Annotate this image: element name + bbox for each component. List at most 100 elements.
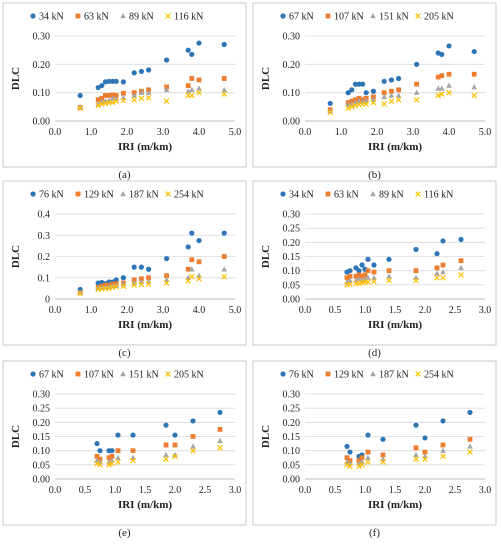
data-point-x (196, 89, 202, 96)
legend-label: 107 kN (334, 12, 364, 23)
data-point-x (348, 104, 355, 110)
data-point-x (395, 96, 402, 103)
legend-label: 67 kN (39, 370, 64, 381)
data-point-square (106, 455, 112, 461)
data-point-square (359, 273, 365, 279)
data-point-square (359, 455, 365, 461)
data-point-square (344, 275, 350, 281)
y-axis-title: DLC (260, 67, 272, 90)
legend-label: 107 kN (84, 370, 114, 381)
data-point-x (163, 456, 169, 462)
data-point-x (221, 273, 228, 280)
data-point-circle (414, 61, 420, 67)
data-point-circle (30, 371, 36, 377)
data-point-square (172, 442, 178, 448)
data-point-square (440, 442, 446, 448)
data-point-circle (280, 13, 286, 19)
data-point-square (221, 76, 227, 81)
y-tick-label: 0.10 (283, 88, 301, 99)
data-point-circle (130, 432, 136, 438)
data-point-square (113, 93, 119, 98)
data-point-triangle (327, 108, 333, 114)
data-point-square (190, 434, 196, 439)
data-point-circle (413, 422, 419, 428)
x-axis-title: IRI (m/km) (368, 499, 422, 511)
data-point-circle (113, 78, 119, 84)
data-point-circle (434, 251, 440, 257)
data-point-circle (467, 409, 473, 416)
y-tick-label: 0.25 (283, 224, 301, 235)
data-point-x (165, 191, 171, 197)
data-point-circle (120, 79, 126, 85)
x-tick-label: 0.5 (329, 305, 342, 316)
legend-label: 67 kN (289, 12, 314, 23)
data-point-circle (440, 238, 446, 244)
data-point-x (434, 274, 440, 281)
data-point-square (347, 273, 353, 279)
chart-panel-b: 67 kN 107 kN 151 kN 205 kN 0.00 0.10 0.20 0.30 0… (252, 2, 497, 181)
data-point-circle (185, 244, 191, 250)
legend-label: 63 kN (334, 190, 359, 201)
data-point-square (434, 265, 440, 271)
data-point-circle (97, 448, 103, 454)
data-point-square (94, 453, 100, 459)
data-point-x (327, 109, 334, 116)
data-point-square (115, 448, 121, 454)
data-point-triangle (95, 101, 101, 107)
data-point-circle (344, 443, 350, 450)
series-34-kn (77, 40, 227, 99)
data-point-square (458, 258, 464, 264)
data-point-circle (190, 418, 196, 424)
x-tick-label: 3.0 (407, 127, 420, 138)
y-axis-title: DLC (260, 425, 272, 448)
legend-label: 254 kN (424, 370, 454, 381)
data-point-circle (94, 440, 100, 447)
data-point-x (221, 91, 228, 97)
data-point-square (196, 259, 202, 265)
data-point-triangle (381, 93, 387, 100)
legend-label: 116 kN (424, 190, 453, 201)
data-point-x (190, 447, 196, 454)
data-point-x (77, 290, 84, 297)
data-point-triangle (370, 13, 376, 19)
data-point-x (446, 89, 452, 96)
y-tick-label: 0.15 (33, 432, 51, 443)
x-tick-label: 2.5 (449, 305, 462, 316)
data-point-circle (280, 191, 286, 197)
data-point-x (371, 278, 377, 285)
legend: 67 kN 107 kN 151 kN 205 kN (30, 370, 204, 381)
y-tick-label: 0.30 (283, 390, 301, 401)
data-point-x (413, 96, 420, 103)
data-point-triangle (77, 104, 83, 110)
data-point-x (415, 13, 421, 19)
legend-label: 151 kN (379, 12, 409, 23)
y-axis-title: DLC (260, 245, 272, 268)
data-point-triangle (217, 437, 223, 443)
x-tick-label: 0.5 (79, 485, 92, 496)
y-axis-title: DLC (10, 245, 22, 268)
data-point-x (347, 281, 353, 288)
data-point-circle (138, 68, 144, 75)
data-point-square (422, 449, 428, 455)
x-tick-label: 0.0 (49, 127, 62, 138)
data-point-circle (471, 48, 477, 55)
x-tick-label: 3.0 (479, 305, 492, 316)
data-point-x (120, 97, 127, 104)
y-tick-label: 0.25 (283, 404, 301, 415)
legend-label: 254 kN (174, 190, 204, 201)
y-tick-label: 0.00 (283, 117, 301, 128)
y-axis-title: DLC (10, 425, 22, 448)
data-point-square (380, 452, 386, 458)
data-point-circle (120, 275, 126, 281)
legend-label: 76 kN (289, 370, 314, 381)
data-point-circle (446, 43, 452, 49)
data-point-circle (172, 432, 178, 438)
data-point-circle (164, 57, 170, 63)
data-point-square (325, 13, 331, 19)
data-point-circle (439, 51, 445, 58)
data-point-circle (221, 230, 227, 236)
data-point-triangle (370, 191, 376, 197)
data-point-square (221, 254, 227, 259)
data-point-circle (388, 77, 394, 83)
x-tick-label: 1.0 (85, 305, 98, 316)
